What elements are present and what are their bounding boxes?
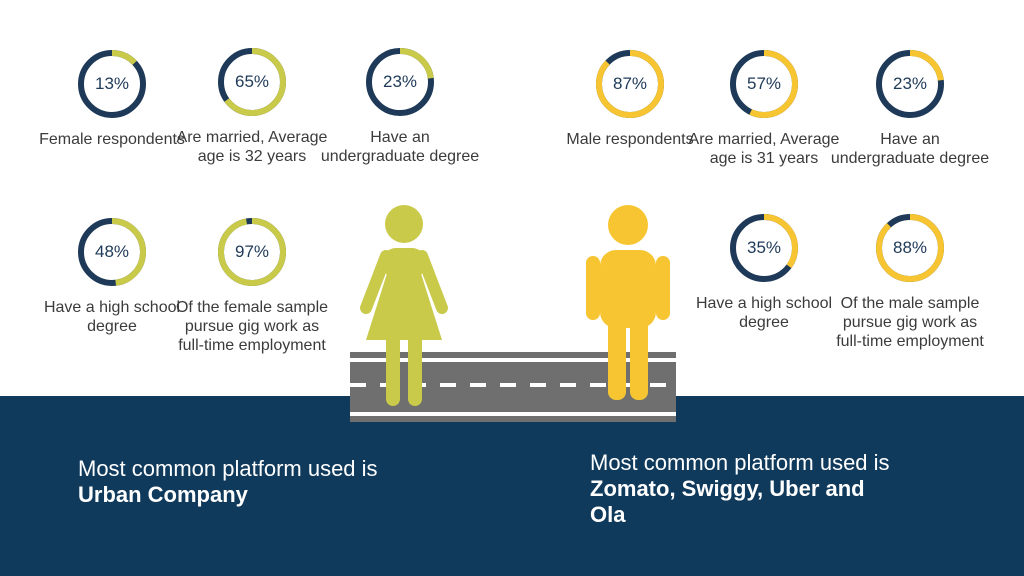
progress-ring: 23% [364, 46, 436, 118]
ring-fill [596, 50, 664, 118]
percent-value: 48% [94, 242, 130, 261]
percent-value: 57% [746, 74, 782, 93]
stat-label: Have a high school degree [43, 299, 181, 335]
progress-ring: 13% [76, 48, 148, 120]
female-person-icon [360, 205, 448, 406]
male-platform-text: Most common platform used is Zomato, Swi… [590, 450, 890, 528]
ring-fill [876, 50, 944, 118]
ring-fill [218, 218, 286, 286]
road-center-line [350, 383, 676, 387]
ring-graphic [366, 48, 434, 116]
stat-label: Of the male sample pursue gig work as fu… [836, 295, 984, 350]
road-edge-bottom [350, 412, 676, 416]
percent-value: 87% [612, 74, 648, 93]
ring-fill [730, 214, 798, 282]
stat-label: Are married, Average age is 31 years [688, 131, 840, 167]
percent-value: 97% [234, 242, 270, 261]
ring-graphic [78, 218, 146, 286]
percent-value: 23% [382, 72, 418, 91]
female-stat-undergraduate: 23% Have an undergraduate degree [320, 46, 480, 166]
platform-prefix: Most common platform used is [78, 456, 378, 481]
percent-value: 13% [94, 74, 130, 93]
ring-graphic [596, 50, 664, 118]
bottom-band [0, 396, 1024, 576]
percent-value: 23% [892, 74, 928, 93]
progress-ring: 88% [874, 212, 946, 284]
progress-ring: 57% [728, 48, 800, 120]
male-stat-undergraduate: 23% Have an undergraduate degree [830, 48, 990, 168]
stat-label: Have a high school degree [695, 295, 833, 331]
ring-fill [78, 218, 146, 286]
percent-value: 35% [746, 238, 782, 257]
percent-value: 65% [234, 72, 270, 91]
female-stat-high-school: 48% Have a high school degree [32, 216, 192, 336]
male-stat-respondents: 87% Male respondents [550, 48, 710, 149]
ring-graphic [730, 214, 798, 282]
stat-label: Of the female sample pursue gig work as … [175, 299, 329, 354]
platform-name: Urban Company [78, 482, 248, 507]
ring-fill [218, 48, 286, 116]
progress-ring: 23% [874, 48, 946, 120]
stat-label: Female respondents [39, 131, 185, 148]
male-person-icon [586, 205, 670, 400]
female-stat-respondents: 13% Female respondents [32, 48, 192, 149]
male-stat-married: 57% Are married, Average age is 31 years [684, 48, 844, 168]
ring-graphic [218, 48, 286, 116]
female-stat-gig-work: 97% Of the female sample pursue gig work… [172, 216, 332, 355]
female-platform-text: Most common platform used is Urban Compa… [78, 456, 408, 508]
stat-label: Have an undergraduate degree [830, 131, 990, 167]
ring-graphic [218, 218, 286, 286]
stat-label: Are married, Average age is 32 years [176, 129, 328, 165]
progress-ring: 48% [76, 216, 148, 288]
ring-graphic [876, 214, 944, 282]
platform-name: Zomato, Swiggy, Uber and Ola [590, 476, 865, 527]
progress-ring: 97% [216, 216, 288, 288]
ring-graphic [876, 50, 944, 118]
ring-graphic [78, 50, 146, 118]
ring-fill [366, 48, 434, 116]
ring-graphic [730, 50, 798, 118]
ring-fill [876, 214, 944, 282]
road-edge-top [350, 358, 676, 362]
male-stat-gig-work: 88% Of the male sample pursue gig work a… [830, 212, 990, 351]
stat-label: Have an undergraduate degree [320, 129, 480, 165]
female-stat-married: 65% Are married, Average age is 32 years [172, 46, 332, 166]
male-stat-high-school: 35% Have a high school degree [684, 212, 844, 332]
ring-fill [730, 50, 798, 118]
progress-ring: 35% [728, 212, 800, 284]
progress-ring: 65% [216, 46, 288, 118]
stat-label: Male respondents [566, 131, 694, 148]
progress-ring: 87% [594, 48, 666, 120]
percent-value: 88% [892, 238, 928, 257]
ring-fill [78, 50, 146, 118]
platform-prefix: Most common platform used is [590, 450, 890, 475]
